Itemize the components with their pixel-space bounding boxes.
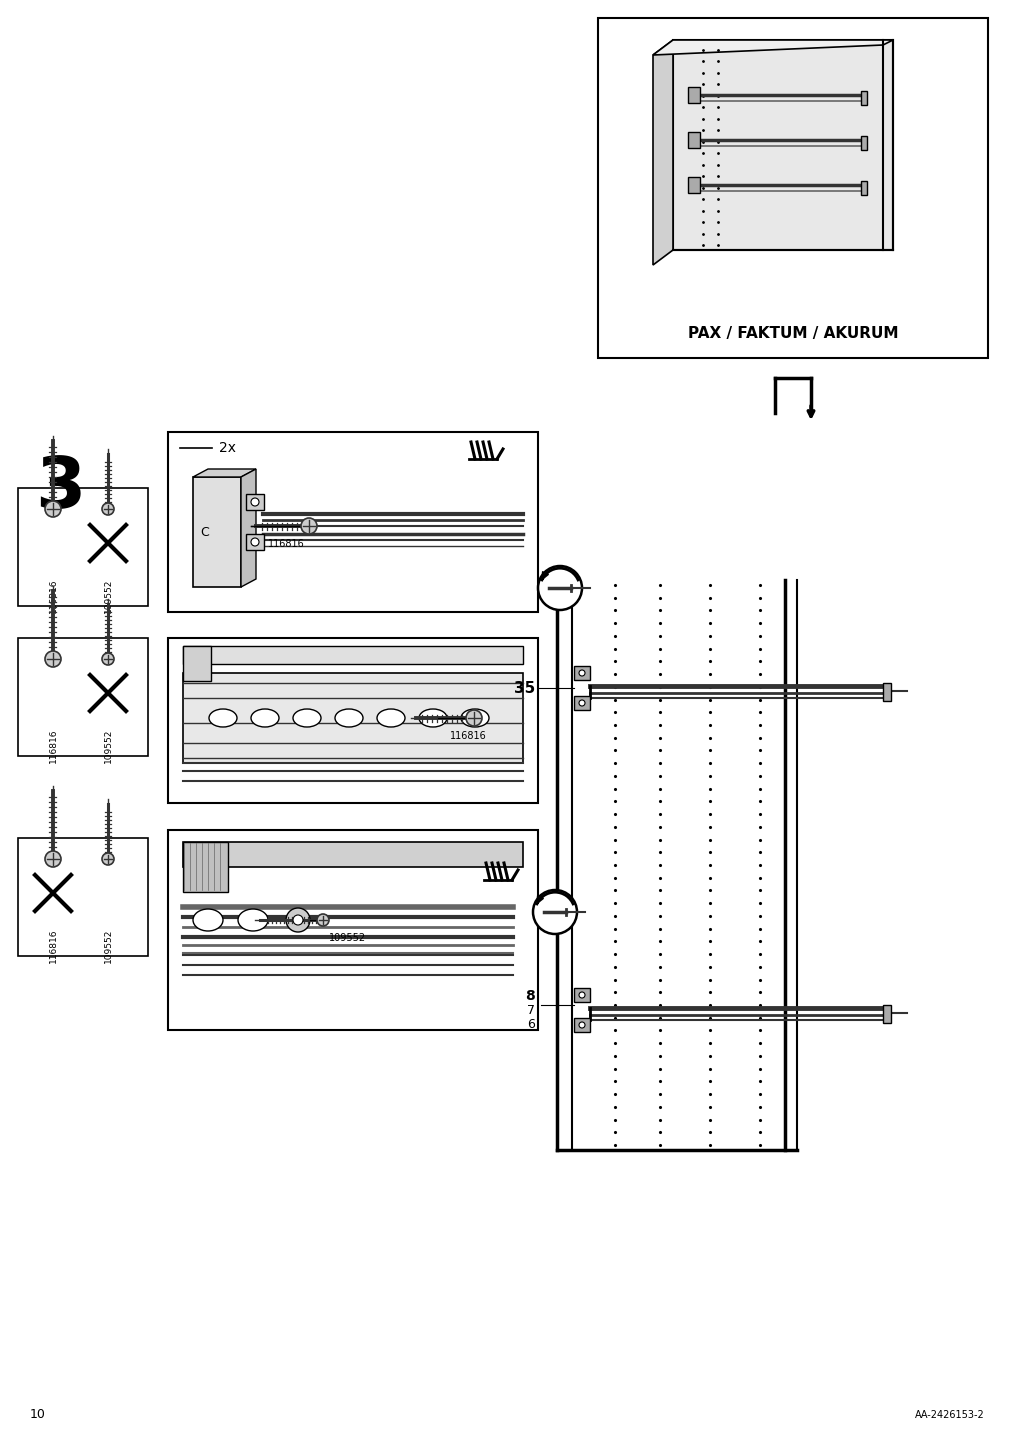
Bar [687, 178, 700, 193]
Circle shape [286, 908, 309, 932]
Ellipse shape [251, 709, 279, 727]
Bar [573, 988, 589, 1002]
Bar [18, 838, 148, 957]
Circle shape [293, 915, 302, 925]
Text: PAX / FAKTUM / AKURUM: PAX / FAKTUM / AKURUM [687, 325, 898, 341]
Ellipse shape [193, 909, 222, 931]
Text: 7: 7 [527, 1004, 535, 1017]
Bar [18, 639, 148, 756]
Text: 109552: 109552 [103, 929, 112, 964]
Text: AA-2426153-2: AA-2426153-2 [914, 1411, 984, 1421]
Bar [183, 673, 523, 763]
Text: 8: 8 [525, 990, 535, 1002]
Circle shape [44, 652, 61, 667]
Circle shape [538, 566, 581, 610]
Bar [573, 1018, 589, 1032]
Circle shape [578, 670, 584, 676]
Bar [883, 1005, 890, 1022]
Ellipse shape [209, 709, 237, 727]
Bar [168, 432, 538, 611]
Bar [193, 477, 241, 587]
Ellipse shape [335, 709, 363, 727]
Bar [168, 831, 538, 1030]
Ellipse shape [377, 709, 404, 727]
Polygon shape [193, 470, 256, 477]
Circle shape [465, 710, 481, 726]
Circle shape [533, 891, 576, 934]
Bar [573, 666, 589, 680]
Polygon shape [652, 40, 892, 54]
Text: 35: 35 [514, 680, 535, 696]
Bar [246, 494, 264, 510]
Ellipse shape [419, 709, 447, 727]
Text: 116816: 116816 [449, 730, 486, 740]
Bar [183, 646, 210, 682]
Bar [860, 92, 866, 105]
Bar [168, 639, 538, 803]
Text: 10: 10 [30, 1409, 45, 1422]
Text: 3: 3 [34, 454, 85, 523]
Text: 116816: 116816 [267, 538, 304, 548]
Bar [860, 180, 866, 195]
Ellipse shape [238, 909, 268, 931]
Bar [18, 488, 148, 606]
Bar [687, 87, 700, 103]
Text: 2x: 2x [219, 441, 237, 455]
Circle shape [578, 700, 584, 706]
Circle shape [251, 498, 259, 505]
Circle shape [102, 653, 114, 664]
Circle shape [578, 992, 584, 998]
Bar [883, 683, 890, 702]
Text: 116816: 116816 [49, 579, 58, 613]
Ellipse shape [461, 709, 488, 727]
Polygon shape [241, 470, 256, 587]
Text: C: C [200, 526, 209, 538]
Circle shape [102, 853, 114, 865]
Circle shape [300, 518, 316, 534]
Text: 109552: 109552 [103, 729, 112, 763]
Polygon shape [652, 40, 672, 265]
Bar [573, 696, 589, 710]
Circle shape [44, 501, 61, 517]
Text: 109552: 109552 [103, 579, 112, 613]
Text: 116816: 116816 [49, 729, 58, 763]
Circle shape [251, 538, 259, 546]
Bar [860, 136, 866, 150]
Circle shape [578, 1022, 584, 1028]
Text: 116816: 116816 [49, 929, 58, 964]
Bar [183, 842, 227, 892]
Text: 109552: 109552 [330, 934, 366, 944]
Circle shape [44, 851, 61, 866]
Text: 6: 6 [527, 1018, 535, 1031]
Bar [598, 19, 987, 358]
Bar [687, 132, 700, 147]
Ellipse shape [293, 709, 320, 727]
Bar [183, 646, 523, 664]
Bar [672, 40, 892, 251]
Circle shape [102, 503, 114, 516]
Bar [246, 534, 264, 550]
Bar [183, 842, 523, 866]
Circle shape [316, 914, 329, 927]
